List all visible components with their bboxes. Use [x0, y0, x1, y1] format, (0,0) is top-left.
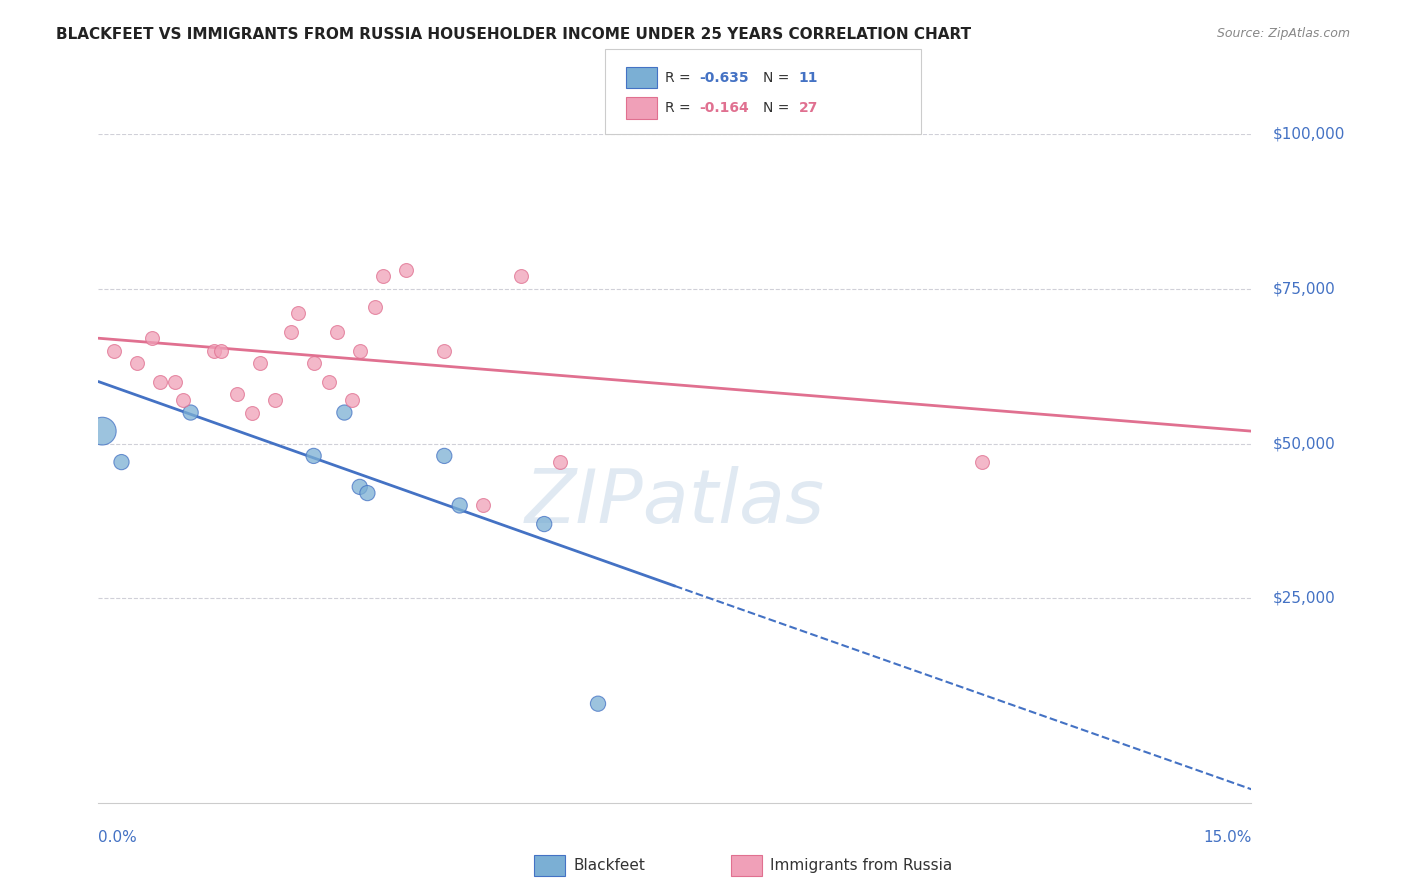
Point: [471, 499, 494, 513]
Point: [371, 269, 394, 284]
Point: [165, 375, 187, 389]
Text: -0.635: -0.635: [699, 70, 748, 85]
Point: [533, 517, 555, 532]
Text: 0.0%: 0.0%: [98, 830, 138, 845]
Point: [172, 393, 194, 408]
Point: [249, 356, 271, 370]
Text: BLACKFEET VS IMMIGRANTS FROM RUSSIA HOUSEHOLDER INCOME UNDER 25 YEARS CORRELATIO: BLACKFEET VS IMMIGRANTS FROM RUSSIA HOUS…: [56, 27, 972, 42]
Point: [141, 331, 163, 345]
Point: [264, 393, 287, 408]
Point: [240, 406, 263, 420]
Text: Immigrants from Russia: Immigrants from Russia: [770, 858, 953, 872]
Point: [349, 480, 371, 494]
Point: [91, 424, 114, 438]
Point: [225, 387, 247, 401]
Point: [586, 697, 609, 711]
Text: 11: 11: [799, 70, 818, 85]
Point: [302, 356, 325, 370]
Text: 27: 27: [799, 101, 818, 115]
Text: Source: ZipAtlas.com: Source: ZipAtlas.com: [1216, 27, 1350, 40]
Point: [356, 486, 378, 500]
Point: [349, 343, 371, 358]
Point: [333, 406, 356, 420]
Point: [449, 499, 471, 513]
Point: [302, 449, 325, 463]
Point: [110, 455, 132, 469]
Text: N =: N =: [763, 70, 794, 85]
Point: [972, 455, 994, 469]
Point: [280, 325, 302, 339]
Text: R =: R =: [665, 101, 695, 115]
Text: ZIPatlas: ZIPatlas: [524, 466, 825, 538]
Point: [340, 393, 363, 408]
Point: [149, 375, 172, 389]
Point: [364, 300, 387, 314]
Text: 15.0%: 15.0%: [1204, 830, 1251, 845]
Text: N =: N =: [763, 101, 794, 115]
Point: [433, 343, 456, 358]
Text: $25,000: $25,000: [1272, 591, 1336, 606]
Point: [209, 343, 232, 358]
Point: [325, 325, 347, 339]
Text: $100,000: $100,000: [1272, 127, 1344, 141]
Point: [103, 343, 125, 358]
Text: $75,000: $75,000: [1272, 281, 1336, 296]
Point: [318, 375, 340, 389]
Point: [548, 455, 571, 469]
Point: [287, 306, 309, 320]
Point: [125, 356, 148, 370]
Text: $50,000: $50,000: [1272, 436, 1336, 451]
Point: [180, 406, 202, 420]
Text: R =: R =: [665, 70, 695, 85]
Point: [510, 269, 533, 284]
Text: Blackfeet: Blackfeet: [574, 858, 645, 872]
Point: [433, 449, 456, 463]
Point: [202, 343, 225, 358]
Point: [395, 263, 418, 277]
Text: -0.164: -0.164: [699, 101, 748, 115]
